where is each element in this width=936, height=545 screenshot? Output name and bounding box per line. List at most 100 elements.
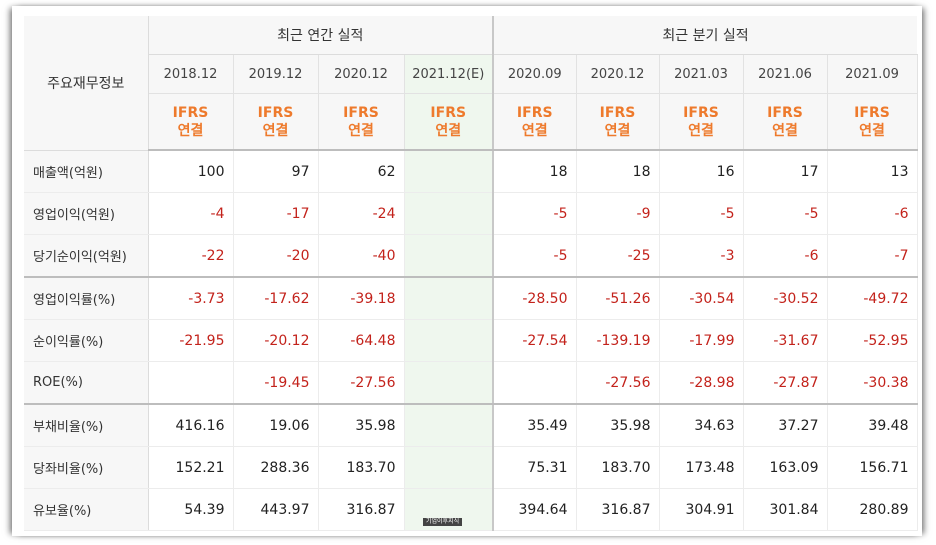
period-header: 2021.03 bbox=[659, 54, 744, 94]
table-row: 영업이익률(%) -3.73 -17.62 -39.18 -28.50 -51.26 -30… bbox=[24, 277, 918, 320]
value-cell: 13 bbox=[827, 150, 918, 193]
value-cell: -5 bbox=[493, 192, 577, 235]
accounting-standard-cell: IFRS 연결 bbox=[576, 93, 660, 151]
value-cell: 35.98 bbox=[576, 404, 660, 447]
value-cell: -24 bbox=[318, 192, 405, 235]
quarter-group-header: 최근 분기 실적 bbox=[493, 16, 917, 55]
row-label: 부채비율(%) bbox=[24, 404, 149, 447]
table-row: 당기순이익(억원) -22 -20 -40 -5 -25 -3 -6 -7 bbox=[24, 234, 918, 278]
value-cell bbox=[404, 404, 494, 447]
row-label: 유보율(%) bbox=[24, 488, 149, 531]
value-cell: -30.52 bbox=[743, 277, 828, 320]
value-cell: -22 bbox=[148, 234, 234, 278]
ifrs-label[interactable]: IFRS bbox=[172, 104, 209, 121]
header-label: 주요재무정보 bbox=[24, 16, 149, 151]
value-cell: -7 bbox=[827, 234, 918, 278]
ifrs-label[interactable]: IFRS bbox=[854, 104, 890, 121]
value-cell: 280.89 bbox=[827, 488, 918, 531]
consolidated-label: 연결 bbox=[604, 122, 631, 139]
row-label: 당좌비율(%) bbox=[24, 446, 149, 489]
consolidated-label: 연결 bbox=[435, 122, 462, 139]
value-cell bbox=[404, 234, 494, 278]
value-cell: -6 bbox=[743, 234, 828, 278]
value-cell: 100 bbox=[148, 150, 234, 193]
value-cell bbox=[404, 277, 494, 320]
accounting-standard-cell: IFRS 연결 bbox=[743, 93, 828, 151]
value-cell: -30.54 bbox=[659, 277, 744, 320]
value-cell: -17.62 bbox=[233, 277, 319, 320]
ifrs-label[interactable]: IFRS bbox=[343, 104, 379, 121]
value-cell: -20 bbox=[233, 234, 319, 278]
accounting-standard-cell: IFRS 연결 bbox=[659, 93, 744, 151]
consolidated-label: 연결 bbox=[177, 122, 204, 139]
value-cell bbox=[404, 150, 494, 193]
ifrs-label[interactable]: IFRS bbox=[430, 104, 467, 121]
value-cell: -17.99 bbox=[659, 319, 744, 362]
value-cell: -19.45 bbox=[233, 361, 319, 405]
value-cell: -31.67 bbox=[743, 319, 828, 362]
value-cell: -5 bbox=[493, 234, 577, 278]
value-cell: 16 bbox=[659, 150, 744, 193]
period-header: 2021.09 bbox=[827, 54, 918, 94]
watermark: 기업이후지식 bbox=[423, 518, 463, 526]
row-label: 당기순이익(억원) bbox=[24, 234, 149, 278]
value-cell: 394.64 bbox=[493, 488, 577, 531]
ifrs-label[interactable]: IFRS bbox=[767, 104, 803, 121]
period-header: 2019.12 bbox=[233, 54, 319, 94]
value-cell: -20.12 bbox=[233, 319, 319, 362]
accounting-standard-cell: IFRS 연결 bbox=[318, 93, 405, 151]
annual-group-header: 최근 연간 실적 bbox=[148, 16, 494, 55]
value-cell: -40 bbox=[318, 234, 405, 278]
ifrs-label[interactable]: IFRS bbox=[599, 104, 636, 121]
ifrs-label[interactable]: IFRS bbox=[516, 104, 553, 121]
value-cell: -3 bbox=[659, 234, 744, 278]
value-cell: -49.72 bbox=[827, 277, 918, 320]
value-cell bbox=[493, 361, 577, 405]
value-cell: -52.95 bbox=[827, 319, 918, 362]
value-cell: 443.97 bbox=[233, 488, 319, 531]
accounting-standard-cell: IFRS 연결 bbox=[148, 93, 234, 151]
value-cell: -17 bbox=[233, 192, 319, 235]
consolidated-label: 연결 bbox=[688, 122, 714, 139]
value-cell: 304.91 bbox=[659, 488, 744, 531]
value-cell: -28.50 bbox=[493, 277, 577, 320]
value-cell: -28.98 bbox=[659, 361, 744, 405]
accounting-standard-cell: IFRS 연결 bbox=[404, 93, 494, 151]
value-cell bbox=[404, 319, 494, 362]
period-header: 2021.12(E) bbox=[404, 54, 494, 94]
value-cell: 34.63 bbox=[659, 404, 744, 447]
table-row: 순이익률(%) -21.95 -20.12 -64.48 -27.54 -139.19 -1… bbox=[24, 319, 918, 362]
value-cell: 19.06 bbox=[233, 404, 319, 447]
consolidated-label: 연결 bbox=[859, 122, 885, 139]
value-cell: -5 bbox=[659, 192, 744, 235]
period-header: 2018.12 bbox=[148, 54, 234, 94]
value-cell: 75.31 bbox=[493, 446, 577, 489]
period-header: 2021.06 bbox=[743, 54, 828, 94]
value-cell: -27.56 bbox=[576, 361, 660, 405]
value-cell: 183.70 bbox=[576, 446, 660, 489]
value-cell: 18 bbox=[493, 150, 577, 193]
consolidated-label: 연결 bbox=[348, 122, 374, 139]
table-row: 매출액(억원) 100 97 62 18 18 16 17 13 bbox=[24, 150, 918, 193]
value-cell: 152.21 bbox=[148, 446, 234, 489]
accounting-standard-cell: IFRS 연결 bbox=[233, 93, 319, 151]
row-label: ROE(%) bbox=[24, 361, 149, 405]
ifrs-label[interactable]: IFRS bbox=[683, 104, 719, 121]
value-cell bbox=[404, 446, 494, 489]
value-cell: -64.48 bbox=[318, 319, 405, 362]
value-cell: 97 bbox=[233, 150, 319, 193]
accounting-standard-cell: IFRS 연결 bbox=[493, 93, 577, 151]
ifrs-label[interactable]: IFRS bbox=[257, 104, 294, 121]
value-cell: 62 bbox=[318, 150, 405, 193]
consolidated-label: 연결 bbox=[521, 122, 548, 139]
financial-summary-table: 주요재무정보 최근 연간 실적 최근 분기 실적 2018.12 2019.12 2… bbox=[24, 16, 918, 531]
value-cell: 316.87 bbox=[576, 488, 660, 531]
row-label: 매출액(억원) bbox=[24, 150, 149, 193]
accounting-standard-cell: IFRS 연결 bbox=[827, 93, 918, 151]
value-cell: 173.48 bbox=[659, 446, 744, 489]
row-label: 영업이익률(%) bbox=[24, 277, 149, 320]
value-cell: 156.71 bbox=[827, 446, 918, 489]
table-row: 부채비율(%) 416.16 19.06 35.98 35.49 35.98 34.63 37… bbox=[24, 404, 918, 447]
period-header: 2020.12 bbox=[318, 54, 405, 94]
consolidated-label: 연결 bbox=[772, 122, 798, 139]
